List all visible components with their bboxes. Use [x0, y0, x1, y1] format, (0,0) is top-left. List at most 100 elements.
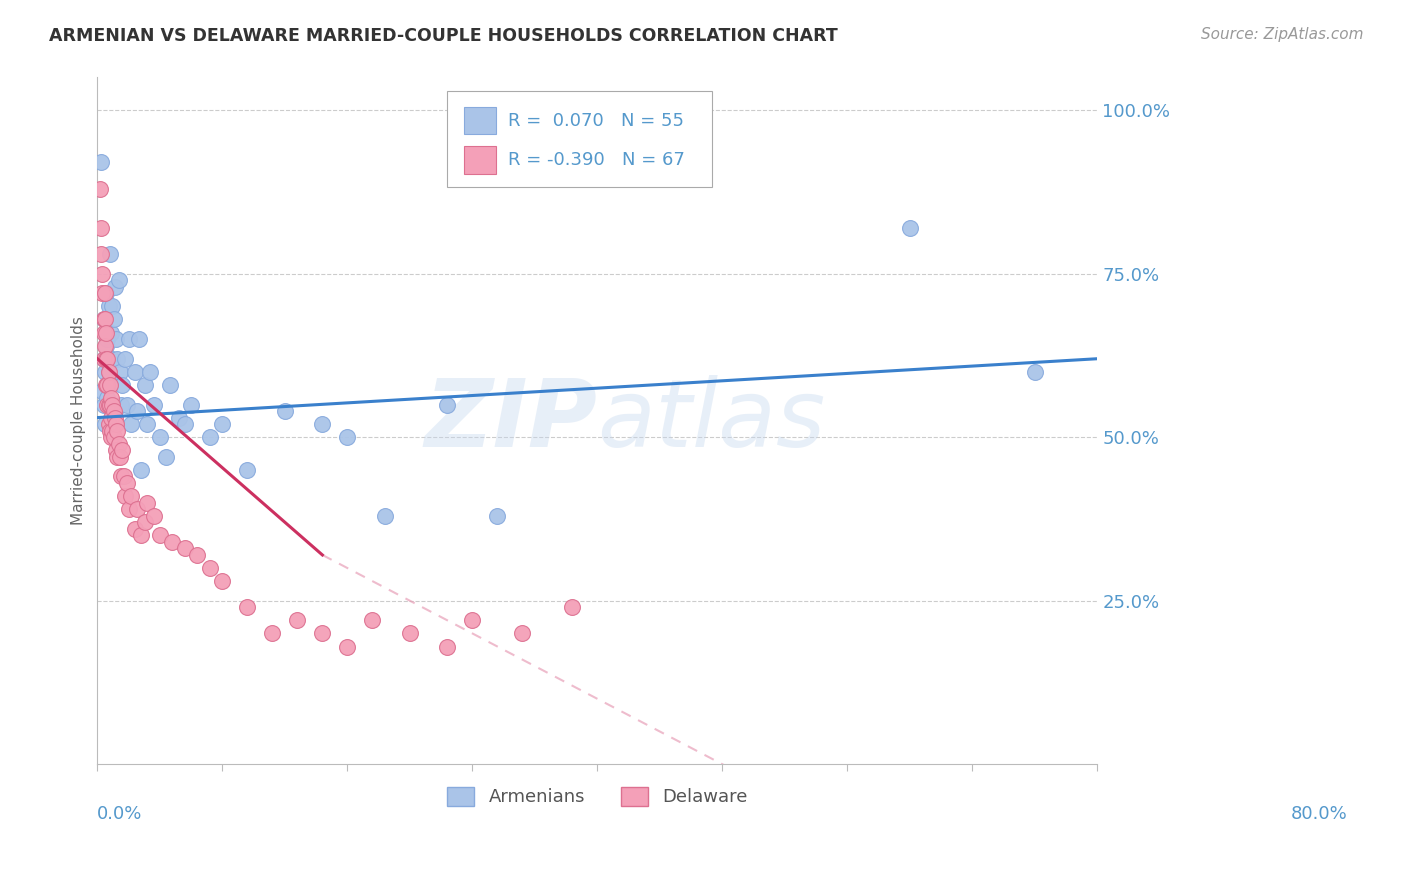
Point — [97, 417, 120, 431]
Point — [127, 502, 149, 516]
Point — [236, 600, 259, 615]
Point — [287, 613, 309, 627]
Point — [155, 450, 177, 464]
Point — [111, 377, 134, 392]
Point — [336, 640, 359, 654]
Point — [117, 397, 139, 411]
Text: Source: ZipAtlas.com: Source: ZipAtlas.com — [1201, 27, 1364, 42]
Point — [93, 326, 115, 340]
Legend: Armenians, Delaware: Armenians, Delaware — [440, 780, 755, 814]
Point — [114, 351, 136, 366]
Point — [89, 181, 111, 195]
Point — [101, 351, 124, 366]
Point — [236, 463, 259, 477]
Point — [105, 424, 128, 438]
Point — [124, 522, 146, 536]
Point — [361, 613, 384, 627]
Point — [186, 548, 208, 562]
Point — [91, 384, 114, 399]
Point — [117, 332, 139, 346]
Point — [117, 475, 139, 490]
Point — [94, 365, 117, 379]
Point — [97, 299, 120, 313]
Point — [128, 332, 150, 346]
Point — [198, 561, 221, 575]
Point — [96, 377, 118, 392]
Point — [173, 417, 195, 431]
Point — [103, 404, 125, 418]
Point — [436, 640, 458, 654]
Point — [1024, 365, 1046, 379]
Point — [461, 613, 484, 627]
Point — [114, 489, 136, 503]
Point — [101, 424, 124, 438]
Point — [110, 469, 132, 483]
Text: R = -0.390   N = 67: R = -0.390 N = 67 — [509, 151, 685, 169]
Point — [90, 220, 112, 235]
Point — [98, 397, 121, 411]
Point — [111, 443, 134, 458]
Point — [104, 279, 127, 293]
Point — [561, 600, 583, 615]
Point — [159, 377, 181, 392]
Text: ZIP: ZIP — [425, 375, 598, 467]
Point — [98, 377, 121, 392]
Point — [136, 417, 159, 431]
Text: R =  0.070   N = 55: R = 0.070 N = 55 — [509, 112, 685, 129]
FancyBboxPatch shape — [464, 146, 496, 174]
Point — [120, 417, 142, 431]
Point — [94, 312, 117, 326]
Point — [103, 312, 125, 326]
Point — [108, 450, 131, 464]
Y-axis label: Married-couple Households: Married-couple Households — [72, 317, 86, 525]
Point — [211, 574, 233, 588]
Point — [96, 391, 118, 405]
Point — [142, 397, 165, 411]
Point — [105, 417, 128, 431]
Point — [97, 365, 120, 379]
Point — [91, 267, 114, 281]
Point — [108, 365, 131, 379]
Point — [105, 443, 128, 458]
Point — [399, 626, 422, 640]
Point — [101, 397, 124, 411]
Point — [105, 351, 128, 366]
Point — [129, 528, 152, 542]
Point — [149, 430, 172, 444]
Point — [98, 247, 121, 261]
Point — [94, 326, 117, 340]
Point — [149, 528, 172, 542]
Point — [98, 377, 121, 392]
Point — [93, 397, 115, 411]
Point — [94, 286, 117, 301]
Point — [94, 338, 117, 352]
Point — [136, 495, 159, 509]
Point — [162, 534, 184, 549]
Point — [94, 338, 117, 352]
Point — [100, 391, 122, 405]
Point — [93, 312, 115, 326]
Point — [97, 365, 120, 379]
Point — [129, 463, 152, 477]
FancyBboxPatch shape — [447, 91, 713, 187]
Point — [104, 410, 127, 425]
Point — [90, 247, 112, 261]
Point — [134, 515, 156, 529]
Point — [211, 417, 233, 431]
Point — [96, 351, 118, 366]
Point — [180, 397, 202, 411]
Point — [512, 626, 534, 640]
Point — [103, 430, 125, 444]
Point — [100, 326, 122, 340]
Point — [110, 397, 132, 411]
Point — [94, 286, 117, 301]
Point — [97, 397, 120, 411]
Point — [262, 626, 284, 640]
Text: 0.0%: 0.0% — [97, 805, 143, 823]
Point — [91, 286, 114, 301]
Point — [90, 155, 112, 169]
Point — [124, 365, 146, 379]
Point — [94, 417, 117, 431]
Point — [94, 351, 117, 366]
Point — [374, 508, 396, 523]
